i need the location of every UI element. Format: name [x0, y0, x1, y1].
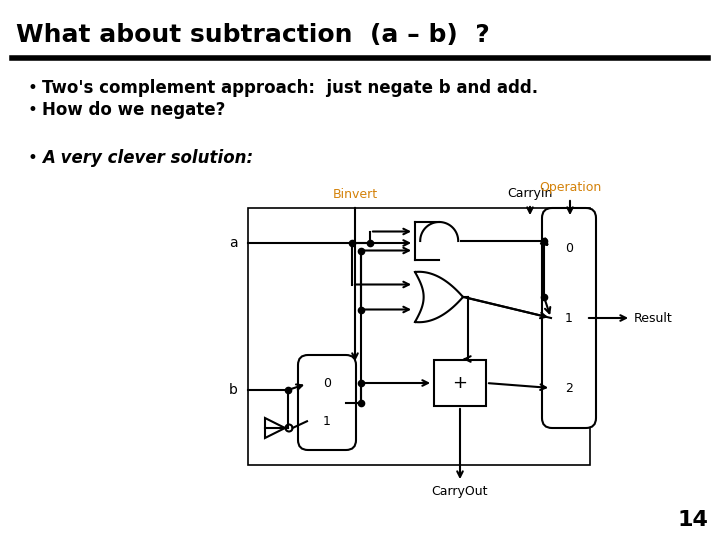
FancyBboxPatch shape [542, 208, 596, 428]
Bar [434, 360, 486, 406]
Text: A very clever solution:: A very clever solution: [42, 149, 253, 167]
Text: What about subtraction  (a – b)  ?: What about subtraction (a – b) ? [16, 23, 490, 47]
Text: a: a [229, 236, 238, 250]
Text: Binvert: Binvert [333, 188, 377, 201]
Text: •: • [28, 101, 38, 119]
FancyBboxPatch shape [298, 355, 356, 450]
Text: 0: 0 [323, 377, 331, 390]
Text: 2: 2 [565, 381, 573, 395]
Text: CarryOut: CarryOut [432, 485, 488, 498]
Text: •: • [28, 149, 38, 167]
Text: How do we negate?: How do we negate? [42, 101, 225, 119]
Text: b: b [228, 383, 238, 397]
Bar [248, 208, 590, 465]
Text: Two's complement approach:  just negate b and add.: Two's complement approach: just negate b… [42, 79, 538, 97]
Text: +: + [452, 374, 467, 392]
Text: 14: 14 [677, 510, 708, 530]
Text: Result: Result [634, 312, 672, 325]
Text: 0: 0 [565, 241, 573, 254]
Text: CarryIn: CarryIn [508, 187, 553, 200]
Text: Operation: Operation [539, 181, 601, 194]
Text: •: • [28, 79, 38, 97]
Text: 1: 1 [323, 415, 331, 428]
Text: 1: 1 [565, 312, 573, 325]
